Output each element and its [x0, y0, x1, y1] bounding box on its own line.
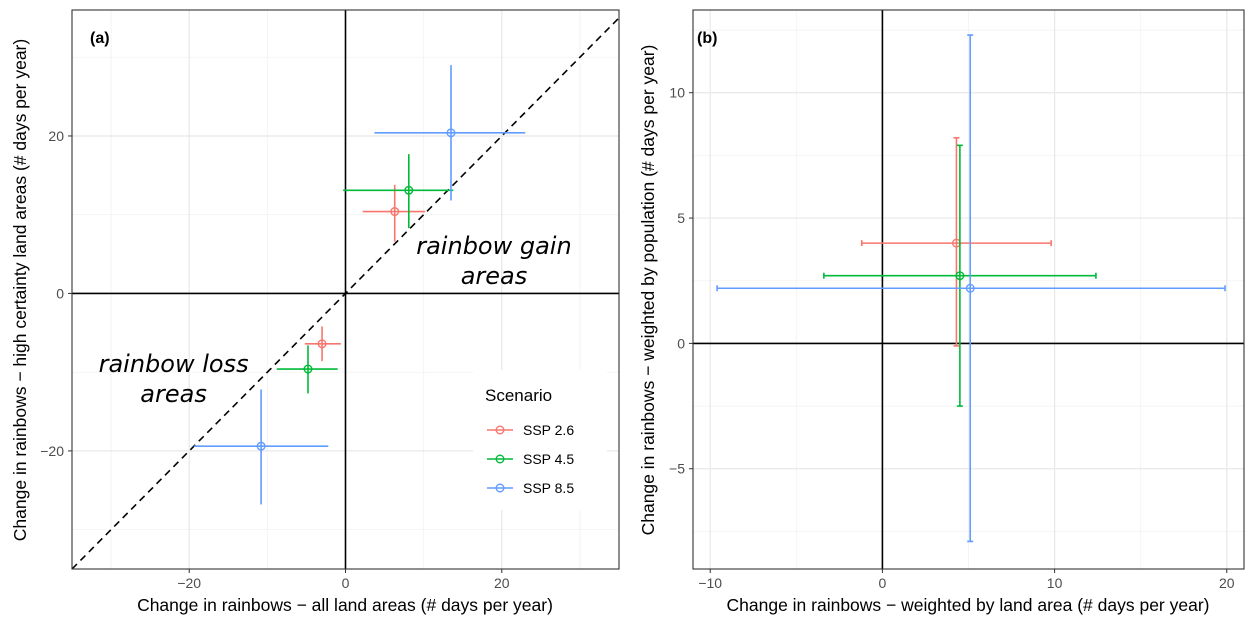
y-tick-label: 5	[677, 210, 685, 226]
legend-label: SSP 8.5	[523, 480, 574, 496]
legend-label: SSP 4.5	[523, 451, 574, 467]
x-tick-label: −10	[698, 575, 722, 591]
y-axis-title: Change in rainbows − high certainty land…	[10, 39, 30, 541]
panel-a: −20 0 20 −20 0 20 Change in rainbows − all lan…	[10, 9, 620, 615]
y-tick-label: 0	[677, 335, 685, 351]
y-tick-label: −20	[40, 443, 64, 459]
series-ssp-4-5	[823, 144, 1097, 407]
x-tick-label: 0	[879, 575, 887, 591]
legend-key-point	[495, 425, 505, 435]
series-ssp-8-5	[193, 389, 329, 505]
legend-key-point	[495, 454, 505, 464]
legend-key	[487, 454, 513, 464]
y-tick-label: 20	[48, 128, 64, 144]
legend-background	[473, 370, 607, 510]
panel-label: (b)	[697, 30, 717, 47]
series-ssp-4-5	[343, 154, 454, 229]
x-axis-title: Change in rainbows − all land areas (# d…	[137, 595, 553, 615]
data-point	[446, 128, 456, 138]
legend-key-point	[495, 483, 505, 493]
legend-key	[487, 425, 513, 435]
x-tick-label: 20	[1219, 575, 1235, 591]
data-point	[404, 185, 414, 195]
data-point	[256, 441, 266, 451]
data-point	[965, 283, 975, 293]
region-annotation: rainbow loss	[99, 350, 249, 378]
x-tick-label: 20	[494, 575, 510, 591]
legend-label: SSP 2.6	[523, 422, 574, 438]
data-point	[955, 271, 965, 281]
panel-b: −10 0 10 20 −5 0 5 10 Change in rainbows − weigh…	[638, 9, 1245, 615]
x-axis-title: Change in rainbows − weighted by land ar…	[727, 595, 1210, 615]
series-ssp-8-5	[374, 65, 526, 201]
region-annotation: rainbow gain	[416, 232, 571, 260]
y-tick-label: 10	[669, 85, 685, 101]
x-tick-label: −20	[177, 575, 201, 591]
legend-key	[487, 483, 513, 493]
x-tick-label: 10	[1047, 575, 1063, 591]
axes: −20 0 20 −20 0 20	[40, 128, 510, 591]
series-ssp-2-6	[304, 326, 341, 362]
data-point	[390, 207, 400, 217]
identity-diagonal-line	[72, 17, 619, 569]
panel-label: (a)	[90, 30, 110, 47]
series-ssp-2-6	[860, 137, 1052, 347]
y-axis-title: Change in rainbows − weighted by populat…	[638, 45, 658, 536]
region-annotation: areas	[461, 262, 528, 290]
axes: −10 0 10 20 −5 0 5 10	[669, 85, 1235, 591]
x-tick-label: 0	[342, 575, 350, 591]
y-tick-label: 0	[56, 285, 64, 301]
panel-border	[692, 9, 1245, 570]
y-tick-label: −5	[669, 461, 685, 477]
region-annotation: areas	[140, 380, 207, 408]
data-point	[303, 364, 313, 374]
series-ssp-4-5	[276, 345, 338, 394]
series-ssp-2-6	[362, 184, 426, 242]
legend-title: Scenario	[485, 386, 552, 405]
legend: Scenario SSP 2.6 SSP 4.5 SSP 8.5	[473, 370, 607, 510]
series-ssp-8-5	[716, 34, 1226, 543]
data-point	[317, 339, 327, 349]
